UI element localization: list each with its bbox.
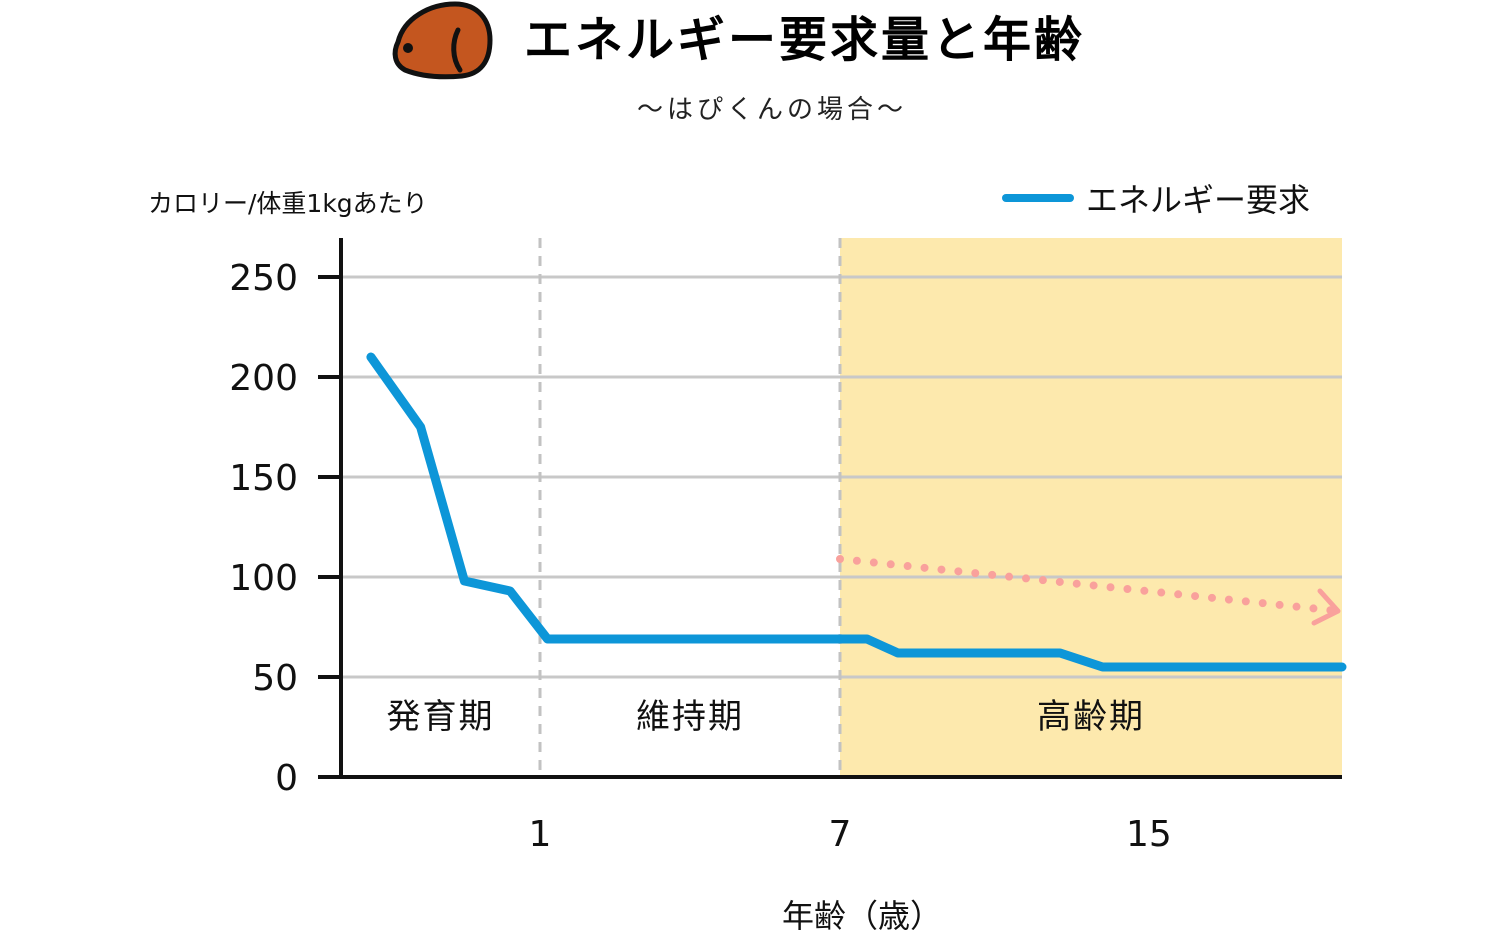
phase-background-2 [840, 238, 1342, 777]
series-line-0 [366, 352, 1347, 672]
plot-area: 0 50 100 150 200 250 1 7 15 発育期 維持期 高齢期 [229, 238, 1347, 855]
dog-head-icon [392, 1, 493, 80]
y-tick-label-0: 0 [275, 758, 298, 799]
x-tick-label-1: 1 [529, 814, 552, 855]
phase-label-1: 維持期 [636, 697, 744, 737]
legend-label: エネルギー要求 [1086, 181, 1310, 219]
legend: エネルギー要求 [1002, 181, 1310, 219]
x-tick-label-15: 15 [1126, 814, 1172, 855]
y-axis-label: カロリー/体重1kgあたり [148, 189, 428, 218]
phase-label-0: 発育期 [387, 697, 495, 737]
trend-arrowhead [1311, 588, 1341, 626]
trend-dotted-line [836, 555, 1342, 615]
phase-label-2: 高齢期 [1037, 697, 1145, 737]
x-tick-label-7: 7 [829, 814, 852, 855]
x-axis-label: 年齢（歳） [782, 897, 942, 933]
y-tick-label-50: 50 [252, 658, 298, 699]
y-tick-label-150: 150 [229, 458, 298, 499]
y-tick-label-100: 100 [229, 558, 298, 599]
y-tick-label-250: 250 [229, 258, 298, 299]
chart-title: エネルギー要求量と年齢 [524, 12, 1085, 68]
chart-subtitle: 〜はぴくんの場合〜 [637, 95, 907, 125]
y-tick-label-200: 200 [229, 358, 298, 399]
